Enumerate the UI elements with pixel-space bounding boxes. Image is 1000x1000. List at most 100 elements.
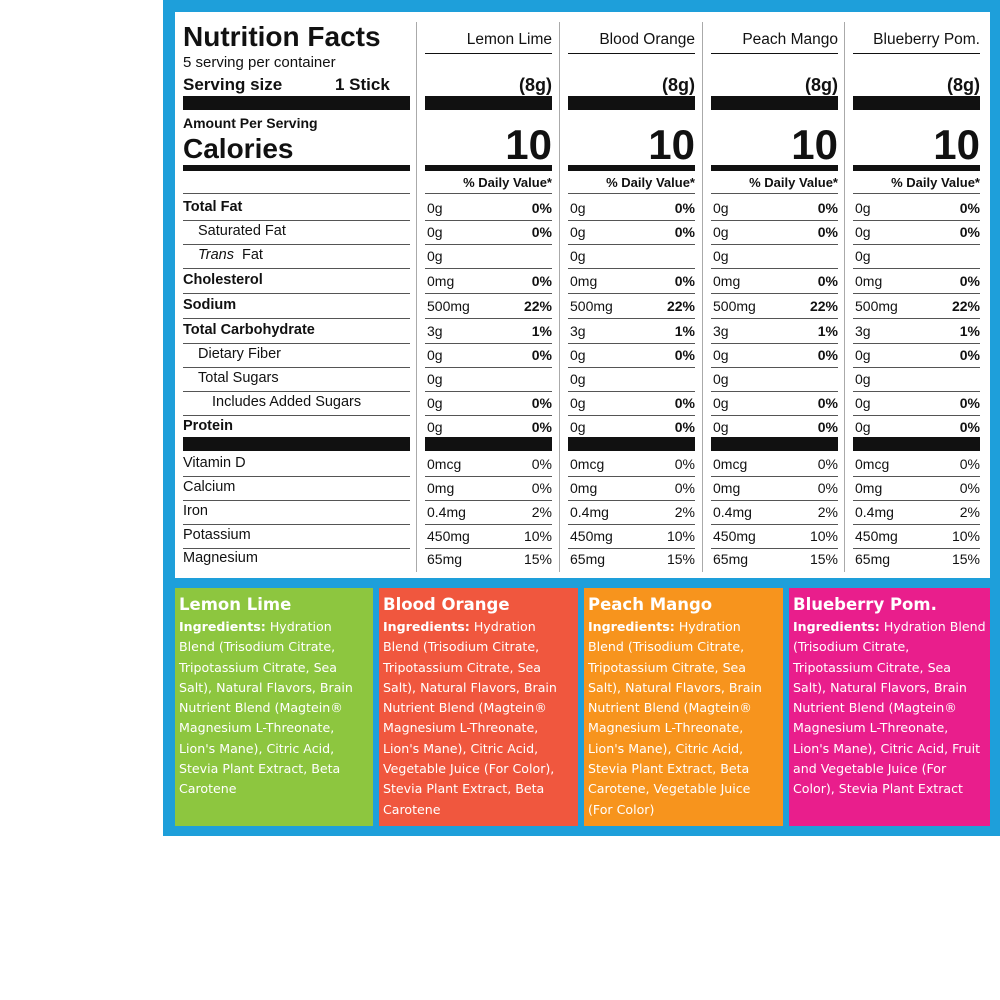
amount: 0mcg — [427, 455, 462, 472]
daily-value: 0% — [674, 418, 695, 435]
amount: 0g — [427, 247, 443, 264]
daily-value: 22% — [523, 297, 552, 314]
rule — [568, 391, 695, 392]
rule — [425, 193, 552, 194]
nutrient-name: Iron — [183, 503, 208, 520]
daily-value: 0% — [817, 479, 838, 496]
daily-value-header: % Daily Value* — [891, 175, 980, 191]
daily-value: 0% — [817, 455, 838, 472]
rule — [711, 318, 838, 319]
daily-value: 0% — [959, 346, 980, 363]
nutrient-name: Fat — [242, 247, 263, 264]
rule — [425, 367, 552, 368]
ingredients-text: Hydration Blend (Trisodium Citrate, Trip… — [793, 619, 986, 797]
daily-value: 10% — [523, 527, 552, 544]
rule — [711, 500, 838, 501]
nutrient-name: Includes Added Sugars — [212, 394, 362, 411]
nutrient-name: Potassium — [183, 527, 251, 544]
bar — [853, 96, 980, 110]
flavor-name: Peach Mango — [742, 30, 838, 48]
rule — [711, 476, 838, 477]
divider — [844, 22, 845, 572]
rule — [425, 391, 552, 392]
rule — [183, 524, 410, 525]
rule — [183, 293, 410, 294]
rule — [183, 193, 410, 194]
bar — [183, 165, 410, 171]
amount-per-serving: Amount Per Serving — [183, 114, 318, 131]
rule — [711, 548, 838, 549]
amount: 450mg — [427, 527, 470, 544]
rule — [568, 268, 695, 269]
divider — [559, 22, 560, 572]
rule — [425, 318, 552, 319]
daily-value: 0% — [531, 223, 552, 240]
daily-value: 15% — [666, 550, 695, 567]
divider — [416, 22, 417, 572]
amount: 0g — [570, 394, 586, 411]
amount: 0mg — [427, 272, 455, 289]
bar — [853, 165, 980, 171]
daily-value: 0% — [674, 455, 695, 472]
flavor-name: Blood Orange — [599, 30, 695, 48]
nutrient-name: Calcium — [183, 479, 236, 496]
daily-value: 1% — [959, 322, 980, 339]
flavor-name: Blueberry Pom. — [873, 30, 980, 48]
rule — [853, 244, 980, 245]
amount: 0g — [570, 247, 586, 264]
bar — [568, 165, 695, 171]
daily-value: 0% — [817, 223, 838, 240]
rule — [853, 524, 980, 525]
rule — [568, 524, 695, 525]
daily-value: 0% — [531, 394, 552, 411]
ingredients-label: Ingredients: — [179, 619, 266, 634]
rule — [183, 476, 410, 477]
rule — [183, 500, 410, 501]
rule — [711, 524, 838, 525]
daily-value: 1% — [674, 322, 695, 339]
nutrient-name: Protein — [183, 418, 233, 435]
amount: 65mg — [570, 550, 606, 567]
bar — [711, 96, 838, 110]
amount: 0g — [713, 346, 729, 363]
rule — [853, 391, 980, 392]
daily-value: 0% — [531, 455, 552, 472]
rule — [425, 548, 552, 549]
rule — [711, 53, 838, 54]
nutrient-name: Total Fat — [183, 199, 243, 216]
daily-value: 0% — [959, 394, 980, 411]
rule — [853, 220, 980, 221]
daily-value: 0% — [674, 479, 695, 496]
amount: 0g — [713, 223, 729, 240]
amount: 0.4mg — [427, 503, 466, 520]
amount: 0mg — [427, 479, 455, 496]
amount: 0g — [713, 199, 729, 216]
daily-value: 0% — [674, 199, 695, 216]
daily-value: 10% — [951, 527, 980, 544]
amount: 0mcg — [570, 455, 605, 472]
ingredient-box: Lemon Lime Ingredients: Hydration Blend (T… — [175, 588, 373, 826]
daily-value: 1% — [531, 322, 552, 339]
nutrient-name: Sodium — [183, 297, 237, 314]
rule — [711, 293, 838, 294]
serving-weight: (8g) — [662, 75, 695, 96]
amount: 0g — [427, 223, 443, 240]
amount: 450mg — [570, 527, 613, 544]
nutrient-name: Total Carbohydrate — [183, 322, 315, 339]
amount: 0mg — [713, 272, 741, 289]
amount: 0mg — [855, 479, 883, 496]
rule — [183, 268, 410, 269]
rule — [183, 318, 410, 319]
amount: 0.4mg — [570, 503, 609, 520]
rule — [425, 220, 552, 221]
daily-value: 0% — [531, 272, 552, 289]
amount: 0g — [855, 370, 871, 387]
calories: 10 — [791, 120, 838, 168]
amount: 0mcg — [855, 455, 890, 472]
servings: 5 serving per container — [183, 54, 336, 71]
flavor-name: Lemon Lime — [466, 30, 552, 48]
daily-value: 0% — [959, 479, 980, 496]
ingredient-title: Peach Mango — [588, 595, 713, 614]
daily-value: 2% — [959, 503, 980, 520]
rule — [568, 476, 695, 477]
